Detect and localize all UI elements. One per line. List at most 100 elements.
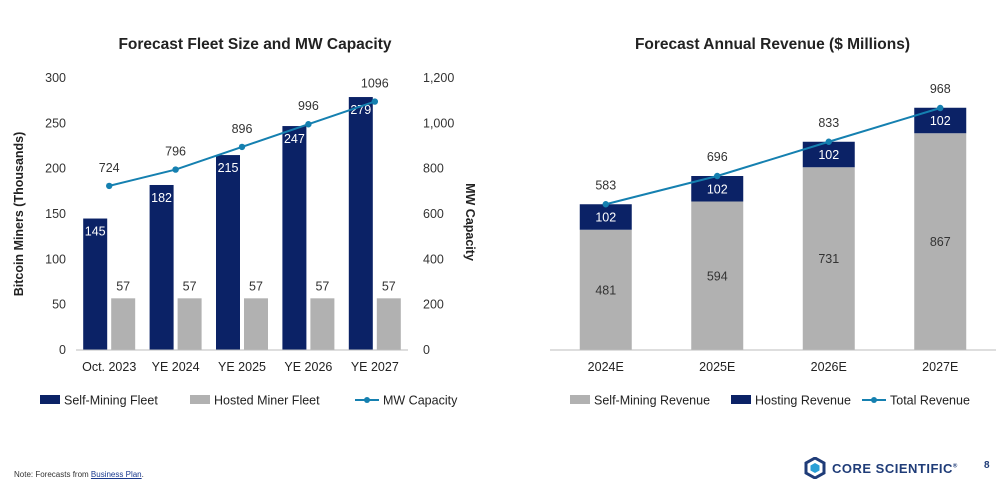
y2-tick-label: 200	[423, 298, 444, 312]
y-tick-label: 300	[45, 71, 66, 85]
footnote-suffix: .	[141, 470, 144, 479]
bar-hosted-miner-fleet	[177, 298, 202, 350]
revenue-chart: 481 102 2024E 594 102 2025E 731 102 2026E 867 102 2…	[550, 82, 996, 408]
x-tick-label: 2024E	[588, 360, 624, 374]
x-tick-label: 2026E	[811, 360, 847, 374]
line-point-mw-capacity	[371, 98, 378, 105]
bar-value-label: 247	[284, 132, 305, 146]
x-tick-label: YE 2024	[152, 360, 200, 374]
bar-value-label: 867	[930, 235, 951, 249]
y-tick-label: 50	[52, 298, 66, 312]
line-value-label: 583	[595, 178, 616, 192]
bar-value-label: 279	[350, 103, 371, 117]
line-point-total-revenue	[937, 104, 944, 112]
line-value-label: 896	[232, 122, 253, 136]
chart-title-fleet: Forecast Fleet Size and MW Capacity	[118, 36, 392, 53]
legend-swatch-hosting-revenue	[731, 395, 751, 404]
bar-self-mining-fleet	[83, 218, 108, 350]
line-value-label: 724	[99, 161, 120, 175]
y2-tick-label: 800	[423, 162, 444, 176]
y2-tick-label: 0	[423, 343, 430, 357]
bar-value-label: 215	[218, 161, 239, 175]
y-tick-label: 150	[45, 207, 66, 221]
x-tick-label: YE 2026	[284, 360, 332, 374]
line-value-label: 796	[165, 145, 186, 159]
bar-value-label: 145	[85, 225, 106, 239]
bar-self-mining-revenue	[691, 201, 744, 350]
footnote: Note: Forecasts from Business Plan.	[14, 470, 144, 479]
bar-hosted-miner-fleet	[244, 298, 268, 350]
bar-hosting-revenue	[579, 204, 632, 230]
legend-label-self-mining-fleet: Self-Mining Fleet	[64, 394, 158, 408]
y-tick-label: 0	[59, 343, 66, 357]
line-point-mw-capacity	[238, 143, 246, 151]
bar-value-label: 57	[315, 279, 329, 293]
x-tick-label: 2025E	[699, 360, 735, 374]
line-value-label: 968	[930, 82, 951, 96]
brand-logo: CORE SCIENTIFIC®	[804, 457, 974, 479]
bar-value-label: 102	[818, 148, 839, 162]
chart-title-revenue: Forecast Annual Revenue ($ Millions)	[634, 36, 911, 53]
page-number: 8	[984, 460, 990, 471]
bar-self-mining-fleet	[282, 126, 307, 350]
bar-hosting-revenue	[914, 107, 967, 134]
bar-value-label: 102	[930, 114, 951, 128]
footnote-prefix: Note: Forecasts from	[14, 470, 91, 479]
line-point-mw-capacity	[305, 121, 312, 128]
line-point-mw-capacity	[172, 166, 179, 173]
x-tick-label: YE 2025	[218, 360, 266, 374]
y2-tick-label: 1,200	[423, 71, 454, 85]
line-point-total-revenue	[825, 138, 832, 145]
y-tick-label: 100	[45, 252, 66, 266]
bar-self-mining-fleet	[216, 155, 240, 350]
bar-hosting-revenue	[802, 141, 855, 168]
fleet-chart: 0 50 100 150 200 250 300 0 200 400 600 800 1,000 1,20…	[12, 71, 477, 408]
bar-hosted-miner-fleet	[376, 298, 401, 350]
bar-self-mining-fleet	[149, 184, 174, 350]
line-point-total-revenue	[714, 172, 721, 180]
line-point-mw-capacity	[106, 182, 113, 190]
bar-self-mining-revenue	[802, 167, 855, 350]
bar-value-label: 182	[151, 191, 172, 205]
legend-label-self-mining-revenue: Self-Mining Revenue	[594, 394, 710, 408]
line-value-label: 1096	[361, 77, 389, 91]
legend-swatch-marker	[364, 397, 370, 403]
line-value-label: 996	[298, 99, 319, 113]
core-scientific-logo-icon	[804, 457, 826, 479]
bar-value-label: 102	[707, 182, 728, 196]
line-value-label: 833	[818, 116, 839, 130]
bar-value-label: 481	[595, 283, 616, 297]
y-tick-label: 200	[45, 162, 66, 176]
bar-value-label: 731	[818, 252, 839, 266]
legend-label-mw-capacity: MW Capacity	[383, 394, 458, 408]
x-tick-label: YE 2027	[351, 360, 399, 374]
bar-hosted-miner-fleet	[310, 298, 335, 350]
legend-swatch-self-mining-fleet	[40, 395, 60, 404]
x-tick-label: Oct. 2023	[82, 360, 136, 374]
y2-axis-title: MW Capacity	[463, 183, 477, 261]
legend-swatch-hosted-miner-fleet	[190, 395, 210, 404]
y2-tick-label: 600	[423, 207, 444, 221]
y-tick-label: 250	[45, 116, 66, 130]
y2-tick-label: 400	[423, 252, 444, 266]
line-point-total-revenue	[602, 201, 609, 208]
bar-value-label: 57	[382, 279, 396, 293]
y-axis-title: Bitcoin Miners (Thousands)	[12, 132, 26, 297]
x-tick-label: 2027E	[922, 360, 958, 374]
bar-value-label: 57	[116, 279, 130, 293]
brand-name: CORE SCIENTIFIC®	[832, 460, 958, 476]
bar-hosted-miner-fleet	[111, 298, 136, 350]
line-total-revenue	[605, 107, 941, 206]
line-value-label: 696	[707, 150, 728, 164]
legend-swatch-self-mining-revenue	[570, 395, 590, 404]
bar-self-mining-revenue	[579, 229, 632, 350]
legend-label-hosted-miner-fleet: Hosted Miner Fleet	[214, 394, 320, 408]
business-plan-link[interactable]: Business Plan	[90, 470, 142, 479]
bar-value-label: 57	[249, 279, 263, 293]
y2-tick-label: 1,000	[423, 116, 454, 130]
bar-value-label: 57	[183, 279, 197, 293]
legend-swatch-marker	[871, 397, 877, 403]
bar-self-mining-revenue	[914, 133, 967, 350]
legend-label-hosting-revenue: Hosting Revenue	[755, 394, 851, 408]
bar-value-label: 594	[707, 269, 728, 283]
